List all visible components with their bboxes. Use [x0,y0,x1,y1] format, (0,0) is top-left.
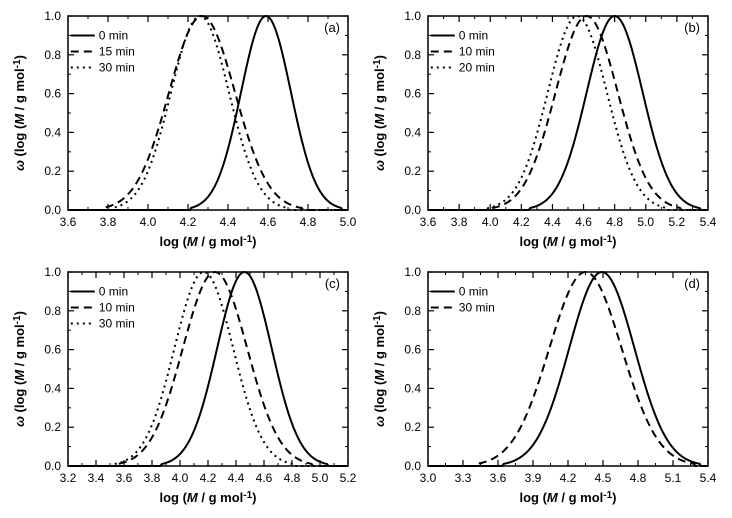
panel-c: 3.2 3.4 3.6 3.8 4.0 4.2 4.4 4.6 4.8 5.0 5.2 0.0 0.2 0… [6,262,366,512]
svg-text:10 min: 10 min [459,45,495,59]
svg-text:0 min: 0 min [99,285,128,299]
svg-text:(c): (c) [325,276,340,291]
svg-text:4.8: 4.8 [606,215,623,229]
svg-text:0 min: 0 min [459,29,488,43]
svg-text:0.4: 0.4 [404,125,421,139]
svg-text:5.4: 5.4 [700,215,717,229]
svg-text:0.6: 0.6 [44,343,61,357]
svg-text:ω (log (M / g mol-1): ω (log (M / g mol-1) [372,311,387,427]
panel-b: 3.6 3.8 4.0 4.2 4.4 4.6 4.8 5.0 5.2 5.4 0.0 0.2 0.4 0… [366,6,726,256]
svg-text:0.6: 0.6 [404,343,421,357]
svg-text:5.2: 5.2 [340,471,357,485]
svg-text:0.0: 0.0 [404,203,421,217]
svg-text:4.5: 4.5 [595,471,612,485]
svg-text:3.2: 3.2 [60,471,77,485]
svg-text:1.0: 1.0 [404,265,421,279]
svg-text:30 min: 30 min [459,301,495,315]
svg-text:3.6: 3.6 [116,471,133,485]
svg-text:4.4: 4.4 [228,471,245,485]
svg-text:4.2: 4.2 [180,215,197,229]
figure-container: 3.6 3.8 4.0 4.2 4.4 4.6 4.8 5.0 0.0 0.2 0.4 0.6 0.8 1… [0,0,732,518]
svg-text:0.0: 0.0 [404,459,421,473]
svg-text:0.2: 0.2 [44,420,61,434]
svg-text:4.2: 4.2 [513,215,530,229]
svg-text:5.4: 5.4 [700,471,717,485]
svg-text:(a): (a) [324,20,340,35]
panel-a: 3.6 3.8 4.0 4.2 4.4 4.6 4.8 5.0 0.0 0.2 0.4 0.6 0.8 1… [6,6,366,256]
svg-text:4.4: 4.4 [544,215,561,229]
svg-text:4.4: 4.4 [220,215,237,229]
svg-text:5.1: 5.1 [665,471,682,485]
svg-text:1.0: 1.0 [44,265,61,279]
svg-text:0.6: 0.6 [44,87,61,101]
svg-text:4.0: 4.0 [172,471,189,485]
svg-text:4.6: 4.6 [256,471,273,485]
svg-text:30 min: 30 min [99,317,135,331]
svg-text:4.8: 4.8 [284,471,301,485]
svg-text:4.0: 4.0 [140,215,157,229]
svg-text:4.6: 4.6 [575,215,592,229]
svg-text:0.2: 0.2 [404,164,421,178]
svg-text:5.0: 5.0 [637,215,654,229]
svg-text:0.8: 0.8 [404,304,421,318]
svg-text:20 min: 20 min [459,61,495,75]
svg-text:0.4: 0.4 [404,381,421,395]
svg-text:4.8: 4.8 [630,471,647,485]
svg-text:log (M / g mol-1): log (M / g mol-1) [519,234,616,249]
svg-text:1.0: 1.0 [404,9,421,23]
svg-text:4.0: 4.0 [482,215,499,229]
svg-text:(d): (d) [684,276,700,291]
svg-text:15 min: 15 min [99,45,135,59]
svg-text:30 min: 30 min [99,61,135,75]
panel-d: 3.0 3.3 3.6 3.9 4.2 4.5 4.8 5.1 5.4 0.0 0.2 0.4 0.6 0… [366,262,726,512]
svg-text:10 min: 10 min [99,301,135,315]
svg-text:4.6: 4.6 [260,215,277,229]
svg-text:0.8: 0.8 [44,48,61,62]
svg-text:0.4: 0.4 [44,125,61,139]
svg-text:ω (log (M / g mol-1): ω (log (M / g mol-1) [12,55,27,171]
svg-text:0.0: 0.0 [44,203,61,217]
svg-text:4.2: 4.2 [200,471,217,485]
svg-text:0 min: 0 min [459,285,488,299]
svg-text:0 min: 0 min [99,29,128,43]
svg-text:3.4: 3.4 [88,471,105,485]
svg-text:log (M / g mol-1): log (M / g mol-1) [519,490,616,505]
svg-text:3.8: 3.8 [451,215,468,229]
svg-text:0.4: 0.4 [44,381,61,395]
svg-text:3.8: 3.8 [144,471,161,485]
svg-text:5.0: 5.0 [312,471,329,485]
svg-text:4.2: 4.2 [560,471,577,485]
svg-text:3.8: 3.8 [100,215,117,229]
svg-text:5.2: 5.2 [669,215,686,229]
svg-text:0.8: 0.8 [44,304,61,318]
svg-text:0.6: 0.6 [404,87,421,101]
svg-text:1.0: 1.0 [44,9,61,23]
svg-text:0.2: 0.2 [404,420,421,434]
svg-text:log (M / g mol-1): log (M / g mol-1) [159,234,256,249]
svg-text:4.8: 4.8 [300,215,317,229]
svg-text:0.2: 0.2 [44,164,61,178]
svg-text:3.0: 3.0 [420,471,437,485]
svg-text:3.6: 3.6 [420,215,437,229]
svg-text:ω (log (M / g mol-1): ω (log (M / g mol-1) [372,55,387,171]
svg-text:0.8: 0.8 [404,48,421,62]
svg-text:5.0: 5.0 [340,215,357,229]
svg-text:log (M / g mol-1): log (M / g mol-1) [159,490,256,505]
svg-text:3.6: 3.6 [490,471,507,485]
svg-text:3.6: 3.6 [60,215,77,229]
svg-text:3.3: 3.3 [455,471,472,485]
svg-text:ω (log (M / g mol-1): ω (log (M / g mol-1) [12,311,27,427]
svg-text:3.9: 3.9 [525,471,542,485]
svg-text:0.0: 0.0 [44,459,61,473]
svg-text:(b): (b) [684,20,700,35]
